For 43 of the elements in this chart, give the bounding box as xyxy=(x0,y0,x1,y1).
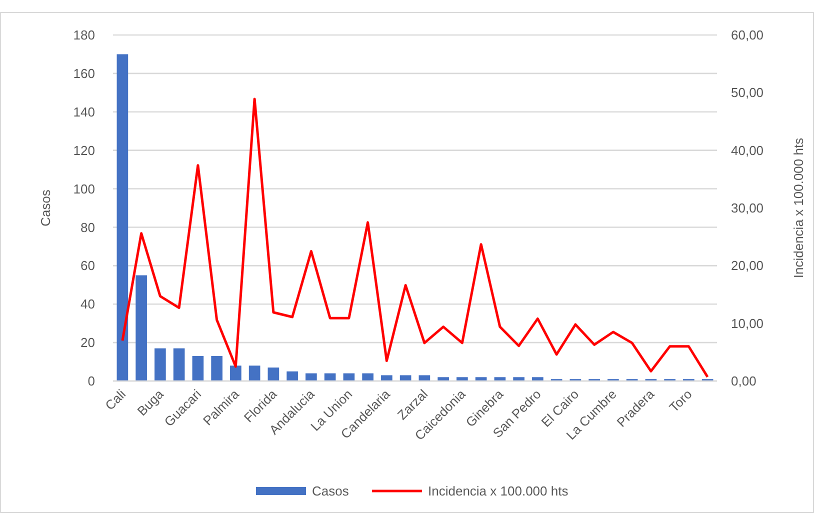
legend-label: Casos xyxy=(312,484,350,499)
bar xyxy=(248,366,260,381)
bar xyxy=(532,377,544,381)
y-tick-label: 180 xyxy=(73,28,95,43)
legend-label: Incidencia x 100.000 hts xyxy=(428,484,569,499)
bar xyxy=(268,368,280,381)
y-tick-label: 100 xyxy=(73,181,95,196)
y2-tick-label: 60,00 xyxy=(731,28,764,43)
y2-axis-title: Incidencia x 100.000 hts xyxy=(791,137,806,278)
bar xyxy=(286,371,298,381)
line-series xyxy=(121,98,709,378)
bar xyxy=(456,377,468,381)
y2-tick-label: 30,00 xyxy=(731,200,764,216)
y-tick-label: 160 xyxy=(73,66,95,81)
y2-tick-label: 40,00 xyxy=(731,142,764,158)
bar xyxy=(211,356,222,381)
y-axis-title: Casos xyxy=(38,189,53,226)
bar xyxy=(362,373,374,381)
bar xyxy=(381,375,392,381)
y-tick-label: 20 xyxy=(80,335,95,350)
y-tick-label: 60 xyxy=(80,258,95,274)
bar xyxy=(418,375,430,381)
bar xyxy=(438,377,449,381)
y2-tick-label: 10,00 xyxy=(731,316,764,331)
y-tick-label: 140 xyxy=(73,104,95,120)
bar xyxy=(154,348,166,381)
bar xyxy=(173,348,185,381)
x-tick-label: Cali xyxy=(102,386,129,413)
x-tick-label: Toro xyxy=(666,386,695,416)
bar xyxy=(230,366,242,381)
y2-tick-label: 20,00 xyxy=(731,258,764,274)
y-tick-label: 80 xyxy=(80,220,95,235)
y2-tick-label: 50,00 xyxy=(731,85,764,100)
bar xyxy=(192,356,204,381)
y2-tick-label: 0,00 xyxy=(731,374,756,389)
y-tick-label: 40 xyxy=(80,296,95,312)
bar xyxy=(136,275,147,381)
y-tick-label: 120 xyxy=(73,142,95,158)
bar xyxy=(513,377,524,381)
bar xyxy=(306,373,317,381)
bar xyxy=(116,54,128,381)
bar xyxy=(400,375,412,381)
y-tick-label: 0 xyxy=(88,374,95,389)
